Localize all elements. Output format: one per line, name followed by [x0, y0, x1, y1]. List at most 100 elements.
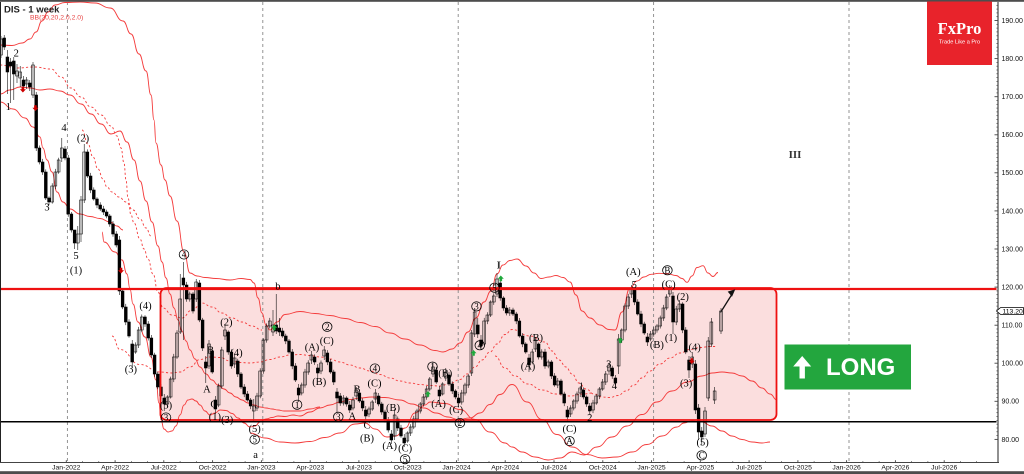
svg-text:(1): (1) — [665, 333, 678, 344]
svg-text:BB(20,20,2.0,2.0): BB(20,20,2.0,2.0) — [30, 15, 83, 22]
svg-text:LONG: LONG — [826, 354, 895, 381]
svg-text:(A): (A) — [382, 441, 397, 452]
svg-text:(B): (B) — [386, 403, 401, 414]
svg-text:2: 2 — [14, 49, 19, 60]
svg-text:Oct-2023: Oct-2023 — [394, 465, 422, 472]
svg-text:Apr-2023: Apr-2023 — [296, 465, 324, 472]
svg-text:160.00: 160.00 — [1002, 132, 1024, 139]
svg-text:90.00: 90.00 — [1002, 399, 1020, 406]
svg-text:B: B — [207, 346, 214, 357]
svg-text:Apr-2026: Apr-2026 — [881, 465, 909, 472]
svg-text:Jul-2025: Jul-2025 — [736, 465, 762, 472]
svg-text:A: A — [203, 385, 211, 396]
svg-text:Jul-2024: Jul-2024 — [541, 465, 567, 472]
svg-text:(B): (B) — [529, 333, 544, 344]
svg-text:C: C — [699, 451, 705, 461]
svg-text:Jan-2025: Jan-2025 — [637, 465, 666, 472]
svg-text:5: 5 — [403, 454, 408, 464]
svg-text:B: B — [353, 385, 360, 396]
svg-text:2: 2 — [587, 413, 592, 424]
svg-text:(A): (A) — [305, 343, 320, 354]
svg-text:(A): (A) — [521, 362, 536, 373]
svg-text:(C): (C) — [368, 378, 383, 389]
svg-text:FxPro: FxPro — [938, 19, 982, 38]
svg-text:Jan-2023: Jan-2023 — [247, 465, 276, 472]
svg-text:(5): (5) — [160, 401, 173, 412]
svg-text:Trade Like a Pro: Trade Like a Pro — [939, 40, 980, 46]
svg-text:Jul-2026: Jul-2026 — [931, 465, 957, 472]
svg-text:4: 4 — [612, 381, 618, 392]
svg-text:(3): (3) — [125, 365, 138, 376]
svg-text:(C): (C) — [320, 336, 335, 347]
svg-text:Jan-2024: Jan-2024 — [442, 465, 471, 472]
svg-text:(1): (1) — [209, 412, 222, 423]
svg-text:B: B — [664, 265, 670, 275]
svg-text:Jan-2022: Jan-2022 — [52, 465, 81, 472]
svg-text:III: III — [789, 149, 802, 161]
svg-text:5: 5 — [632, 280, 637, 291]
svg-text:1: 1 — [295, 400, 300, 410]
svg-text:(C): (C) — [563, 424, 578, 435]
svg-text:(2): (2) — [220, 317, 233, 328]
svg-text:5: 5 — [492, 283, 497, 293]
svg-text:110.00: 110.00 — [1002, 323, 1023, 330]
svg-text:Oct-2025: Oct-2025 — [784, 465, 812, 472]
svg-text:C: C — [363, 421, 370, 432]
svg-text:1: 1 — [579, 382, 584, 393]
svg-text:(B): (B) — [312, 377, 327, 388]
svg-text:(4): (4) — [139, 301, 152, 312]
svg-text:(C): (C) — [449, 405, 464, 416]
svg-text:3: 3 — [606, 359, 611, 370]
svg-text:Jan-2026: Jan-2026 — [832, 465, 861, 472]
svg-text:(4): (4) — [688, 342, 701, 353]
svg-text:(3): (3) — [680, 378, 693, 389]
svg-text:Oct-2024: Oct-2024 — [589, 465, 617, 472]
svg-text:3: 3 — [474, 302, 479, 312]
svg-text:a: a — [253, 450, 258, 461]
svg-text:4: 4 — [182, 250, 187, 260]
svg-text:b: b — [275, 281, 280, 292]
svg-text:(5): (5) — [696, 438, 709, 449]
svg-text:C: C — [210, 400, 217, 411]
svg-text:120.00: 120.00 — [1002, 285, 1024, 292]
svg-text:180.00: 180.00 — [1002, 56, 1024, 63]
svg-text:(1): (1) — [70, 265, 83, 276]
svg-text:Oct-2022: Oct-2022 — [199, 465, 227, 472]
svg-text:(B): (B) — [650, 340, 665, 351]
svg-text:113.20: 113.20 — [1003, 308, 1024, 315]
svg-text:2: 2 — [325, 322, 330, 332]
svg-text:5: 5 — [73, 251, 78, 262]
svg-text:1: 1 — [6, 102, 11, 113]
svg-text:(C): (C) — [662, 280, 677, 291]
svg-text:(B): (B) — [438, 368, 453, 379]
svg-text:3: 3 — [336, 412, 341, 422]
svg-text:4: 4 — [61, 123, 67, 134]
svg-text:190.00: 190.00 — [1002, 18, 1024, 25]
svg-text:2: 2 — [458, 418, 463, 428]
svg-text:140.00: 140.00 — [1002, 208, 1024, 215]
svg-text:Jul-2022: Jul-2022 — [151, 465, 177, 472]
svg-text:100.00: 100.00 — [1002, 361, 1024, 368]
svg-text:150.00: 150.00 — [1002, 170, 1024, 177]
svg-text:Apr-2024: Apr-2024 — [491, 465, 519, 472]
svg-text:(A): (A) — [431, 399, 446, 410]
svg-text:3: 3 — [164, 413, 169, 423]
svg-text:(3): (3) — [221, 415, 234, 426]
svg-text:A: A — [566, 436, 573, 446]
svg-text:80.00: 80.00 — [1002, 437, 1020, 444]
svg-text:(C): (C) — [398, 443, 413, 454]
svg-text:5: 5 — [252, 435, 257, 445]
svg-text:Apr-2025: Apr-2025 — [686, 465, 714, 472]
svg-text:3: 3 — [44, 203, 49, 214]
svg-text:(4): (4) — [230, 348, 243, 359]
svg-text:(5): (5) — [249, 424, 262, 435]
svg-text:(2): (2) — [677, 292, 690, 303]
svg-text:Apr-2022: Apr-2022 — [101, 465, 129, 472]
svg-text:DIS - 1 week: DIS - 1 week — [4, 5, 60, 16]
svg-text:(B): (B) — [360, 433, 375, 444]
svg-text:I: I — [497, 260, 501, 272]
svg-text:170.00: 170.00 — [1002, 94, 1024, 101]
svg-text:1: 1 — [430, 362, 435, 372]
svg-text:4: 4 — [478, 340, 483, 350]
svg-text:A: A — [349, 411, 357, 422]
